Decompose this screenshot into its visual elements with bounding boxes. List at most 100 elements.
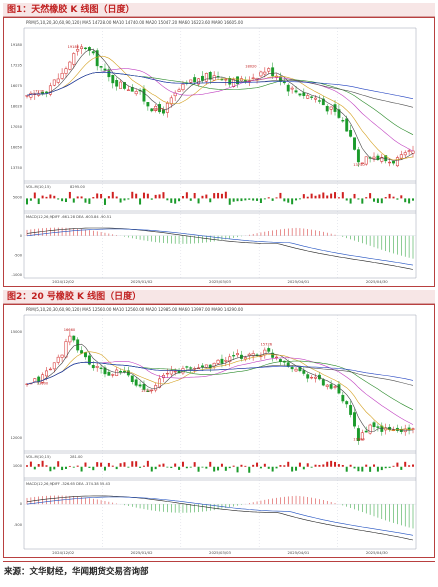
volume-bar xyxy=(326,195,329,199)
candle-body xyxy=(388,161,392,164)
volume-bar xyxy=(76,196,79,199)
macd-diff-line xyxy=(26,227,414,270)
candle-body xyxy=(407,150,411,152)
candle-body xyxy=(60,354,64,358)
x-axis-label: 2024/12/02 xyxy=(52,550,74,555)
volume-bar xyxy=(26,198,28,205)
volume-bar xyxy=(263,463,266,467)
volume-bar xyxy=(291,466,294,472)
candle-body xyxy=(103,68,107,71)
volume-bar xyxy=(178,198,181,202)
volume-bar xyxy=(228,466,231,469)
candle-body xyxy=(45,91,48,93)
volume-bar xyxy=(123,198,126,201)
candle-body xyxy=(310,96,314,98)
candle-body xyxy=(321,379,325,386)
candle-body xyxy=(228,356,232,363)
volume-bar xyxy=(37,198,40,205)
volume-bar xyxy=(353,466,356,469)
volume-bar xyxy=(162,192,165,199)
volume-bar xyxy=(224,466,227,471)
volume-bar xyxy=(240,464,243,467)
volume-bar xyxy=(127,198,130,200)
price-annotation: 16075 xyxy=(153,107,164,111)
price-axis-label: 17235 xyxy=(11,64,22,68)
volume-bar xyxy=(396,462,399,467)
macd-dea-line xyxy=(26,228,414,266)
volume-bar xyxy=(72,198,75,203)
candle-body xyxy=(341,394,345,402)
volume-bar xyxy=(400,466,403,470)
candle-body xyxy=(345,401,349,405)
volume-bar xyxy=(275,466,278,469)
moving-average-line xyxy=(26,361,414,385)
volume-bar xyxy=(64,198,67,203)
volume-bar xyxy=(259,466,262,469)
volume-bar xyxy=(92,466,95,471)
volume-bar xyxy=(61,466,64,471)
volume-bar xyxy=(279,192,282,199)
volume-bar xyxy=(162,463,165,467)
volume-bar xyxy=(209,461,212,467)
candle-body xyxy=(201,365,204,368)
macd-axis-label: -500 xyxy=(14,253,23,257)
candle-body xyxy=(333,386,337,388)
price-axis-label: 19180 xyxy=(11,43,23,47)
volume-bar xyxy=(337,464,340,467)
candle-body xyxy=(33,378,37,382)
volume-bar xyxy=(158,464,161,467)
volume-bar xyxy=(131,191,134,199)
volume-bar xyxy=(291,198,294,205)
volume-bar xyxy=(337,197,340,199)
x-axis-label: 2025/04/30 xyxy=(366,550,388,555)
candle-body xyxy=(345,118,349,132)
candle-body xyxy=(41,374,45,383)
candle-body xyxy=(48,368,52,371)
volume-bar xyxy=(33,192,36,199)
price-axis-label: 15000 xyxy=(11,330,23,334)
volume-bar xyxy=(384,197,387,199)
candle-body xyxy=(236,76,239,85)
candle-body xyxy=(173,371,177,373)
volume-bar xyxy=(224,191,227,199)
candle-body xyxy=(142,384,146,390)
volume-bar xyxy=(72,466,75,468)
volume-bar xyxy=(45,465,48,467)
candle-body xyxy=(278,359,282,362)
candle-body xyxy=(169,97,173,105)
volume-bar xyxy=(135,193,138,199)
candlestick-chart-2: 15000 12000 16660 13600 13700 15726 11600 VOL-M… xyxy=(11,314,417,555)
volume-bar xyxy=(252,464,255,467)
candle-body xyxy=(80,350,84,354)
volume-bar xyxy=(76,465,79,467)
volume-bar xyxy=(326,461,329,467)
candle-body xyxy=(123,82,126,89)
moving-average-line xyxy=(26,56,414,161)
candle-body xyxy=(84,47,87,49)
volume-bar xyxy=(174,198,177,204)
price-header: PRM(5,10,20,30,60,90,120) MA5 12560.00 M… xyxy=(26,307,244,312)
volume-bar xyxy=(330,460,333,467)
volume-bar xyxy=(334,461,337,467)
candle-body xyxy=(356,428,360,441)
volume-bar xyxy=(275,197,278,199)
volume-bar xyxy=(139,466,142,468)
volume-bar xyxy=(267,197,270,199)
candle-body xyxy=(72,53,76,65)
candle-body xyxy=(189,79,193,83)
candle-body xyxy=(403,152,407,156)
volume-bar xyxy=(178,466,181,470)
price-annotation: 18020 xyxy=(245,64,257,68)
moving-average-line xyxy=(26,351,414,431)
candle-body xyxy=(263,71,267,75)
candle-body xyxy=(259,71,263,77)
candle-body xyxy=(325,105,329,112)
candle-body xyxy=(76,48,80,52)
candle-body xyxy=(99,66,103,68)
moving-average-line xyxy=(26,343,414,432)
candle-body xyxy=(169,370,173,375)
volume-bar xyxy=(45,196,48,199)
volume-header: VOL-M(10,15) xyxy=(26,455,51,459)
volume-bar xyxy=(256,462,259,467)
x-axis-label: 2025/04/30 xyxy=(366,279,388,284)
